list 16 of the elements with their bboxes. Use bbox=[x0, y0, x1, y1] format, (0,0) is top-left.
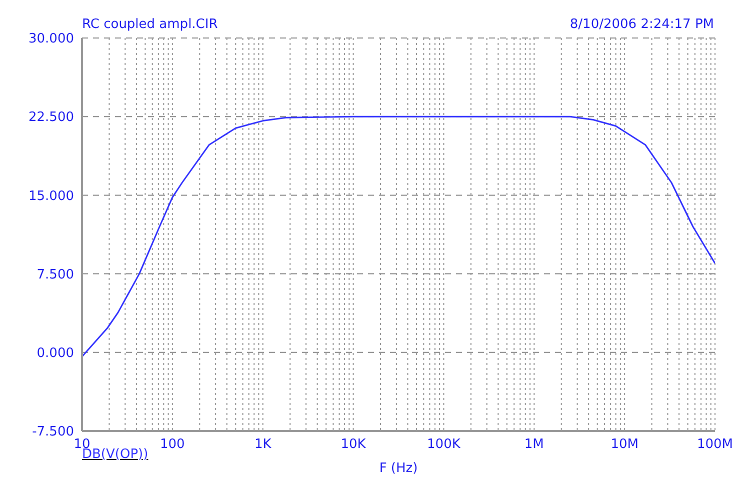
text: 8/10/2006 2:24:17 PM bbox=[570, 17, 714, 32]
x-tick-label: 1M bbox=[524, 437, 544, 452]
y-tick-label: -7.500 bbox=[32, 424, 74, 440]
x-tick-label: 100K bbox=[427, 437, 461, 452]
x-tick-label: 10M bbox=[610, 437, 638, 452]
x-tick-label: 10K bbox=[340, 437, 366, 452]
y-tick-label: 22.500 bbox=[28, 110, 74, 126]
y-tick-label: 7.500 bbox=[36, 267, 74, 282]
y-tick-label: 30.000 bbox=[28, 32, 74, 47]
x-tick-label: 100 bbox=[160, 437, 185, 452]
x-axis-title: F (Hz) bbox=[378, 461, 419, 476]
y-tick-label: 0.000 bbox=[36, 346, 74, 362]
x-tick-label: 1K bbox=[254, 437, 272, 452]
text: RC coupled ampl.CIR bbox=[82, 17, 218, 32]
y-tick-label: 15.000 bbox=[28, 188, 74, 204]
x-tick-label: 100M bbox=[696, 437, 734, 452]
